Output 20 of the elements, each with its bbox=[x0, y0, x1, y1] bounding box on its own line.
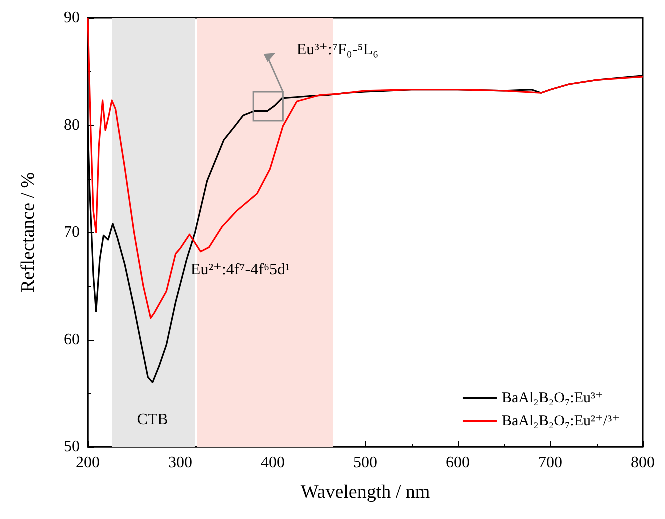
y-tick-label: 60 bbox=[64, 331, 80, 348]
y-axis-title: Reflectance / % bbox=[18, 172, 39, 293]
x-tick-label: 400 bbox=[261, 454, 285, 472]
annotation: CTB bbox=[137, 412, 168, 429]
x-tick-label: 600 bbox=[446, 454, 470, 472]
line-series bbox=[87, 17, 644, 320]
y-tick-label: 90 bbox=[64, 10, 80, 26]
x-tick-label: 200 bbox=[76, 454, 100, 472]
x-tick-label: 700 bbox=[538, 454, 562, 472]
x-tick-label: 500 bbox=[354, 454, 378, 472]
x-tick-label: 800 bbox=[631, 454, 655, 472]
x-tick-label: 300 bbox=[168, 454, 192, 472]
legend-label: BaAl₂B₂O₇:Eu³⁺ bbox=[502, 390, 604, 406]
annotation: Eu²⁺:4f⁷-4f⁶5d¹ bbox=[190, 262, 291, 279]
annotation: Eu³⁺:⁷F₀-⁵L₆ bbox=[296, 42, 379, 59]
legend-label: BaAl₂B₂O₇:Eu²⁺/³⁺ bbox=[502, 414, 620, 430]
y-tick-label: 50 bbox=[64, 438, 80, 456]
y-tick-label: 80 bbox=[64, 116, 80, 134]
y-tick-label: 70 bbox=[64, 224, 80, 241]
x-axis-title: Wavelength / nm bbox=[300, 482, 430, 503]
